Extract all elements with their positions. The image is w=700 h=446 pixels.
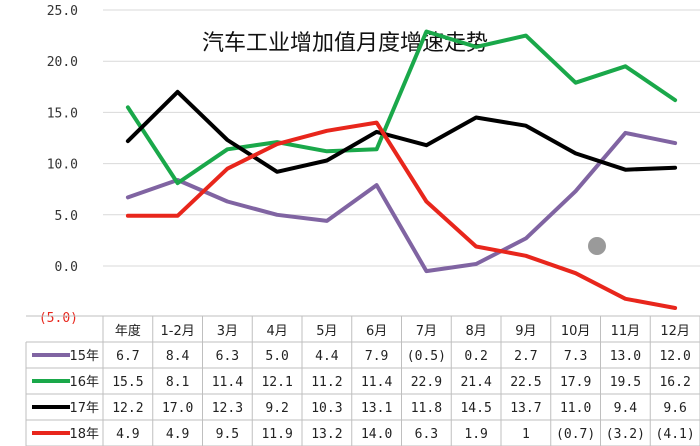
- data-label: 9.2: [265, 401, 288, 416]
- series-line: [125, 120, 678, 310]
- data-label: 6.3: [216, 349, 239, 364]
- x-tick-label: 11月: [611, 324, 641, 339]
- data-label: 12.2: [112, 401, 143, 416]
- y-axis: 25.0 20.0 15.0 10.0 5.0 0.0 (5.0): [39, 4, 78, 326]
- y-tick-label: 20.0: [47, 55, 78, 70]
- y-tick-label: 25.0: [47, 4, 78, 19]
- data-label: 5.0: [265, 349, 288, 364]
- data-label: 9.4: [614, 401, 638, 416]
- data-label: (0.5): [407, 349, 446, 364]
- x-tick-label: 5月: [316, 324, 337, 339]
- y-tick-label: 10.0: [47, 158, 78, 173]
- data-label: 11.2: [311, 375, 342, 390]
- data-label: 17.0: [162, 401, 193, 416]
- y-tick-label: 0.0: [55, 260, 78, 275]
- data-label: 6.3: [415, 427, 438, 442]
- data-label: 9.5: [216, 427, 239, 442]
- data-label: 17.9: [560, 375, 591, 390]
- x-tick-label: 6月: [366, 324, 387, 339]
- data-label: 13.7: [510, 401, 541, 416]
- y-tick-label: 5.0: [55, 209, 78, 224]
- legend-label: 17年: [69, 401, 99, 416]
- data-label: 7.3: [564, 349, 587, 364]
- data-label: 7.9: [365, 349, 388, 364]
- data-label: 19.5: [610, 375, 641, 390]
- data-label: 8.4: [166, 349, 190, 364]
- data-label: 22.5: [510, 375, 541, 390]
- watermark-text: 崔东树: [611, 239, 653, 255]
- data-label: (4.1): [656, 427, 695, 442]
- data-label: 13.1: [361, 401, 392, 416]
- data-label: 4.9: [116, 427, 139, 442]
- data-label: 0.2: [464, 349, 487, 364]
- x-tick-label: 12月: [660, 324, 690, 339]
- chart-title: 汽车工业增加值月度增速走势: [202, 31, 488, 56]
- series-lines: [125, 29, 678, 310]
- series-line: [125, 130, 678, 274]
- x-tick-label: 4月: [266, 324, 287, 339]
- data-label: 1: [522, 427, 530, 442]
- data-label: 10.3: [311, 401, 342, 416]
- data-label: 11.9: [261, 427, 292, 442]
- data-label: 12.0: [659, 349, 690, 364]
- x-tick-label: 9月: [515, 324, 536, 339]
- x-tick-label: 3月: [217, 324, 238, 339]
- data-label: 14.5: [460, 401, 491, 416]
- data-label: 13.0: [610, 349, 641, 364]
- data-label: 12.1: [261, 375, 292, 390]
- data-label: 12.3: [212, 401, 243, 416]
- series-line: [125, 89, 678, 174]
- x-tick-label: 8月: [465, 324, 486, 339]
- series-line: [125, 29, 678, 186]
- data-label: 11.4: [212, 375, 243, 390]
- data-label: 16.2: [659, 375, 690, 390]
- legend-label: 16年: [69, 375, 99, 390]
- data-label: 11.4: [361, 375, 392, 390]
- data-label: 22.9: [411, 375, 442, 390]
- x-tick-label: 1-2月: [161, 324, 195, 339]
- data-label: 15.5: [112, 375, 143, 390]
- data-label: 8.1: [166, 375, 189, 390]
- y-tick-label: (5.0): [39, 311, 78, 326]
- data-label: 13.2: [311, 427, 342, 442]
- gridlines: [103, 9, 700, 267]
- data-table: 年度 1-2月 3月 4月 5月 6月 7月 8月 9月 10月 11月 12月 15年 6.7 8.4 6.…: [25, 315, 700, 446]
- legend-label: 18年: [69, 427, 99, 442]
- data-label: 11.0: [560, 401, 591, 416]
- legend-label: 15年: [69, 349, 99, 364]
- data-label: 1.9: [464, 427, 487, 442]
- data-label: 21.4: [460, 375, 491, 390]
- data-label: (3.2): [606, 427, 645, 442]
- x-tick-label: 7月: [416, 324, 437, 339]
- x-tick-label: 10月: [561, 324, 591, 339]
- data-label: 6.7: [116, 349, 139, 364]
- x-tick-label: 年度: [115, 323, 141, 339]
- data-label: (0.7): [556, 427, 595, 442]
- data-label: 11.8: [411, 401, 442, 416]
- y-tick-label: 15.0: [47, 106, 78, 121]
- watermark: 崔东树: [588, 237, 653, 255]
- data-label: 9.6: [663, 401, 686, 416]
- data-label: 4.4: [315, 349, 339, 364]
- data-label: 14.0: [361, 427, 392, 442]
- data-label: 2.7: [514, 349, 537, 364]
- data-label: 4.9: [166, 427, 189, 442]
- wechat-icon: [588, 237, 606, 255]
